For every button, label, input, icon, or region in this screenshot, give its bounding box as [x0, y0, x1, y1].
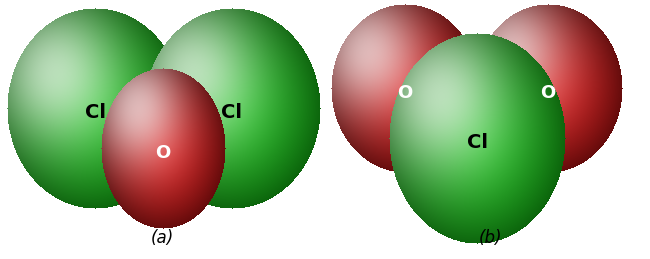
Text: Cl: Cl: [222, 104, 242, 123]
Text: O: O: [155, 144, 170, 162]
Text: O: O: [397, 84, 413, 102]
Text: Cl: Cl: [467, 133, 488, 153]
Text: (a): (a): [150, 229, 174, 247]
Text: (b): (b): [478, 229, 502, 247]
Text: Cl: Cl: [84, 104, 105, 123]
Text: O: O: [540, 84, 556, 102]
